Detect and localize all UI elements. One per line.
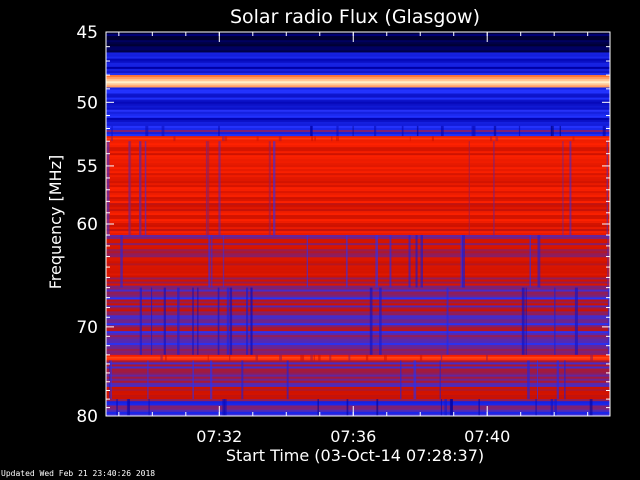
update-timestamp: Updated Wed Feb 21 23:40:26 2018 — [1, 469, 156, 478]
chart-title: Solar radio Flux (Glasgow) — [230, 6, 480, 28]
spectrogram-band — [106, 125, 610, 137]
x-axis: 07:32 07:36 07:40 — [118, 32, 589, 446]
y-tick-label: 80 — [76, 407, 98, 427]
spectrogram-band — [106, 141, 610, 236]
y-tick-label: 60 — [76, 215, 98, 235]
y-tick-label: 70 — [76, 318, 98, 338]
spectrogram-plot-area — [106, 32, 610, 416]
spectrogram-band — [106, 87, 610, 127]
spectrogram-band — [106, 287, 610, 356]
spectrogram-band — [106, 32, 610, 53]
y-tick-label: 55 — [76, 157, 98, 177]
spectrogram-band — [106, 136, 610, 142]
spectrogram-band — [106, 235, 610, 289]
x-tick-label: 07:36 — [330, 427, 376, 446]
x-tick-label: 07:32 — [196, 427, 242, 446]
x-tick-label: 07:40 — [464, 427, 510, 446]
spectrogram-band — [106, 354, 610, 361]
spectrogram-band — [106, 360, 610, 400]
spectrogram-band — [106, 52, 610, 76]
x-axis-label: Start Time (03-Oct-14 07:28:37) — [226, 446, 484, 465]
y-axis: 45 50 55 60 70 80 — [76, 23, 610, 427]
y-tick-label: 50 — [76, 93, 98, 113]
y-tick-label: 45 — [76, 23, 98, 43]
spectrogram-band — [106, 75, 610, 88]
spectrogram-band — [106, 399, 610, 416]
y-axis-label: Frequency [MHz] — [46, 155, 65, 289]
